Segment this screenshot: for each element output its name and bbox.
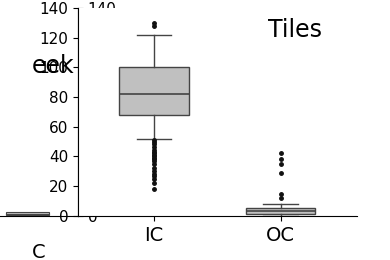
PathPatch shape — [246, 208, 316, 214]
Text: Tiles: Tiles — [268, 18, 322, 42]
Text: eek: eek — [32, 54, 74, 78]
Bar — [6, 212, 49, 215]
PathPatch shape — [119, 67, 189, 115]
Text: C: C — [32, 243, 46, 260]
